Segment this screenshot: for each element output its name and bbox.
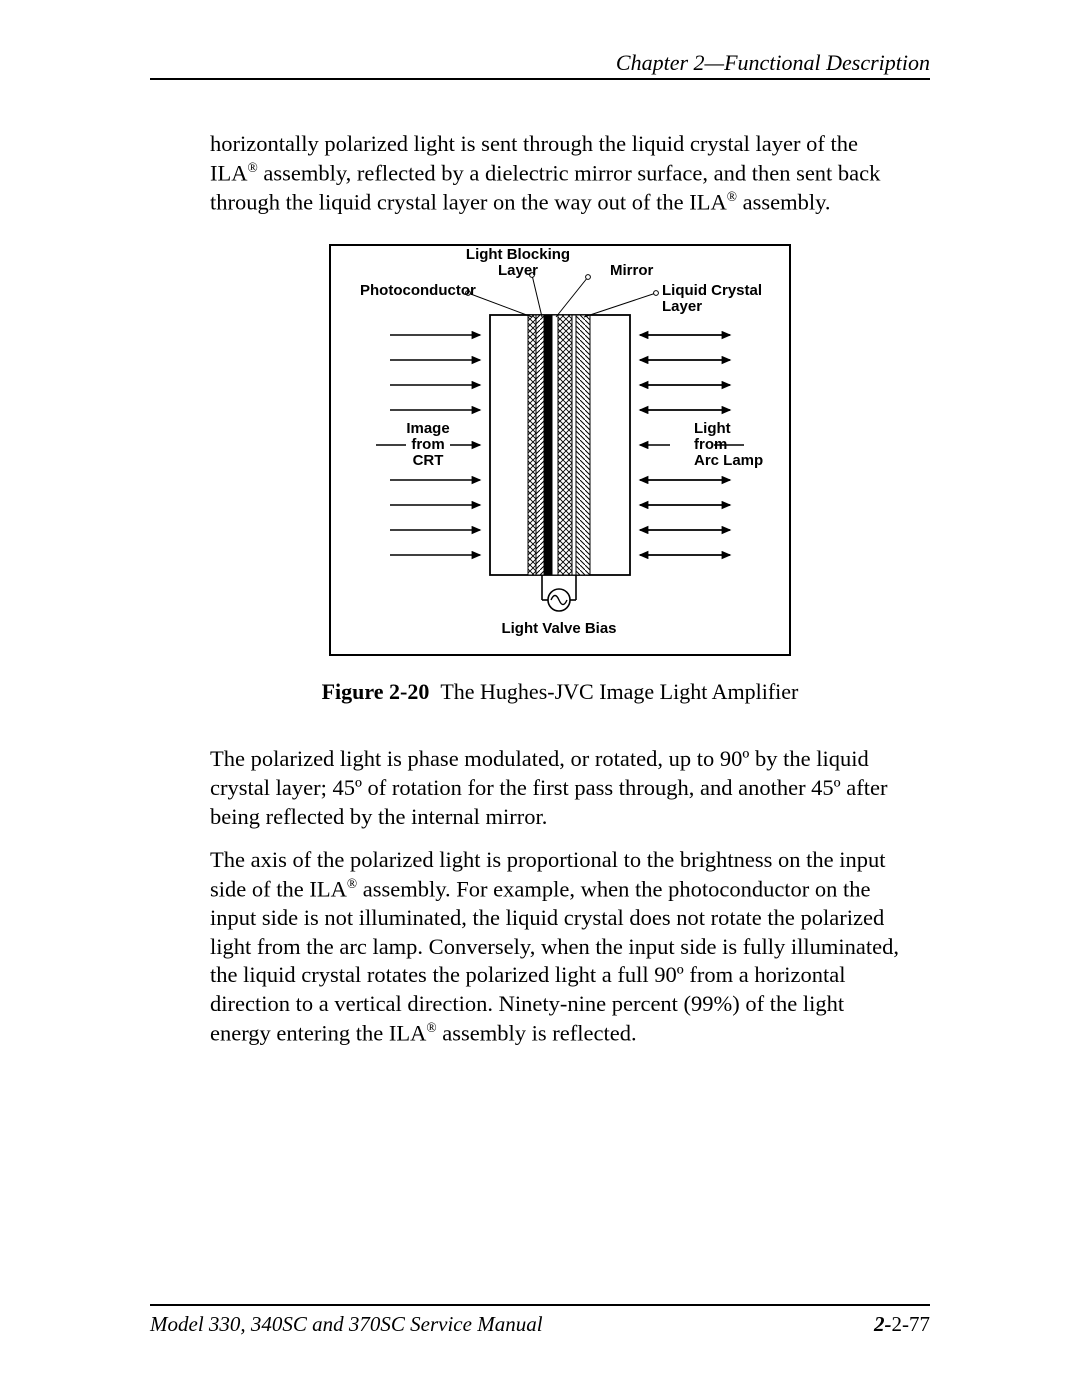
- svg-text:Light Blocking: Light Blocking: [466, 246, 570, 263]
- figure-number: Figure 2-20: [322, 679, 430, 704]
- reg-mark: ®: [347, 876, 357, 891]
- page-footer: Model 330, 340SC and 370SC Service Manua…: [150, 1304, 930, 1337]
- svg-text:Layer: Layer: [498, 262, 538, 279]
- paragraph-3: The axis of the polarized light is propo…: [210, 846, 910, 1049]
- body-content: horizontally polarized light is sent thr…: [210, 130, 910, 1048]
- svg-text:Layer: Layer: [662, 298, 702, 315]
- footer-manual-title: Model 330, 340SC and 370SC Service Manua…: [150, 1312, 543, 1337]
- footer-page-prefix: 2-: [874, 1312, 892, 1336]
- svg-text:Light: Light: [694, 420, 731, 437]
- ila-diagram: Light BlockingLayerMirrorPhotoconductorL…: [320, 235, 800, 665]
- p1-seg-c: assembly.: [737, 190, 831, 215]
- figure-caption-text: The Hughes-JVC Image Light Amplifier: [440, 679, 798, 704]
- svg-text:from: from: [694, 436, 727, 453]
- svg-text:Image: Image: [406, 420, 449, 437]
- svg-text:Light Valve Bias: Light Valve Bias: [501, 620, 616, 637]
- figure-caption: Figure 2-20 The Hughes-JVC Image Light A…: [210, 679, 910, 705]
- svg-text:CRT: CRT: [413, 452, 444, 469]
- footer-page-num: 2-77: [892, 1312, 931, 1336]
- figure-2-20: Light BlockingLayerMirrorPhotoconductorL…: [210, 235, 910, 665]
- svg-text:Mirror: Mirror: [610, 262, 654, 279]
- chapter-header: Chapter 2—Functional Description: [150, 50, 930, 78]
- svg-text:Liquid Crystal: Liquid Crystal: [662, 282, 762, 299]
- svg-text:from: from: [411, 436, 444, 453]
- svg-text:Photoconductor: Photoconductor: [360, 282, 476, 299]
- reg-mark: ®: [426, 1020, 436, 1035]
- reg-mark: ®: [727, 189, 737, 204]
- p3-seg-c: assembly is reflected.: [437, 1021, 637, 1046]
- paragraph-1: horizontally polarized light is sent thr…: [210, 130, 910, 217]
- footer-page-number: 2-2-77: [874, 1312, 930, 1337]
- header-rule: [150, 78, 930, 80]
- reg-mark: ®: [248, 160, 258, 175]
- svg-text:Arc Lamp: Arc Lamp: [694, 452, 763, 469]
- paragraph-2: The polarized light is phase modulated, …: [210, 745, 910, 831]
